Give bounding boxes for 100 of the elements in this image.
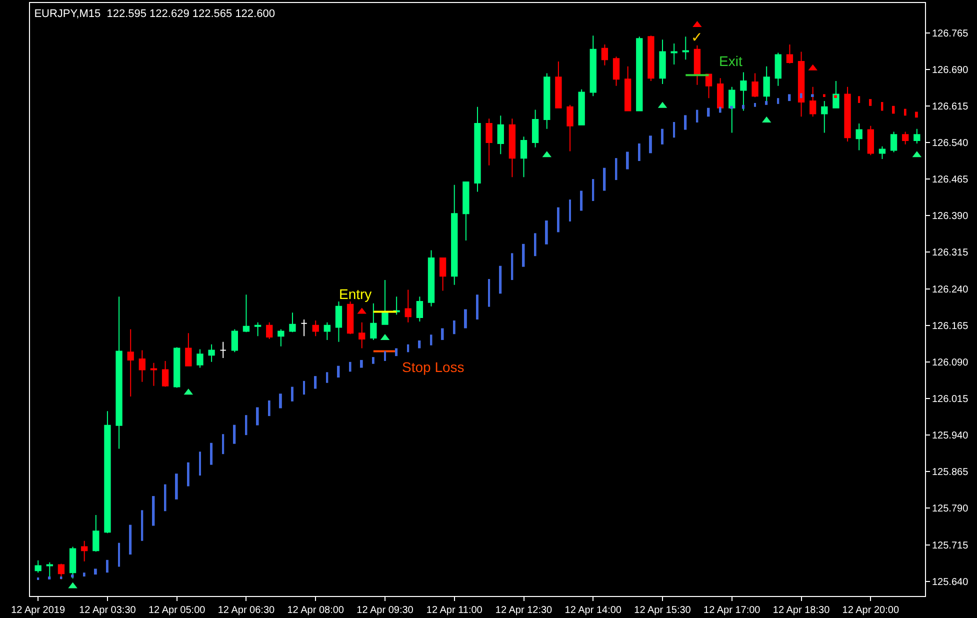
candlestick <box>370 302 377 340</box>
bar <box>164 484 166 512</box>
candlestick <box>220 341 226 359</box>
candlestick <box>231 328 238 353</box>
candlestick <box>670 42 678 65</box>
candlestick <box>867 125 874 156</box>
bar <box>245 415 248 436</box>
x-tick-label: 12 Apr 17:00 <box>704 605 761 616</box>
y-tick-label: 126.390 <box>932 211 969 222</box>
bar <box>649 136 652 154</box>
y-tick-label: 126.615 <box>932 101 969 112</box>
candlestick <box>774 52 782 86</box>
annotation: Exit <box>719 53 742 69</box>
bar <box>256 407 259 426</box>
bar <box>684 115 687 130</box>
x-tick-label: 12 Apr 14:00 <box>564 605 622 616</box>
bar <box>360 360 363 368</box>
candlestick <box>890 131 898 153</box>
bar <box>603 168 606 191</box>
bar <box>569 200 571 222</box>
candlestick <box>150 362 158 386</box>
x-tick-label: 12 Apr 08:00 <box>287 605 344 616</box>
bar <box>881 102 884 111</box>
y-tick-label: 125.790 <box>932 504 969 515</box>
candlestick <box>439 258 446 292</box>
y-tick-label: 126.765 <box>932 28 969 40</box>
candlestick <box>844 86 851 142</box>
candlestick <box>601 44 608 66</box>
candlestick <box>624 66 632 112</box>
bar <box>118 542 120 567</box>
annotation: Stop Loss <box>402 359 464 375</box>
bar <box>94 568 97 575</box>
candlestick <box>208 344 215 362</box>
candlestick <box>138 350 146 382</box>
bar <box>303 380 306 395</box>
bar <box>811 94 814 97</box>
bar <box>696 110 698 122</box>
bar <box>673 122 676 138</box>
candlestick <box>242 294 250 333</box>
x-tick-label: 12 Apr 18:30 <box>772 605 830 616</box>
bar <box>592 179 594 201</box>
bar <box>279 394 282 408</box>
candlestick <box>81 540 88 562</box>
y-tick-label: 126.690 <box>932 64 969 76</box>
bar <box>222 434 224 454</box>
candlestick <box>740 72 747 112</box>
bar <box>210 442 213 465</box>
bar <box>48 576 51 580</box>
bar <box>384 351 386 361</box>
candlestick <box>636 36 643 112</box>
candlestick <box>612 56 620 86</box>
candlestick <box>520 136 528 178</box>
bar <box>349 362 352 372</box>
bar <box>199 452 201 476</box>
candlestick <box>752 72 758 98</box>
candlestick <box>810 86 816 118</box>
chart-title: EURJPY,M15 122.595 122.629 122.565 122.600 <box>34 8 275 20</box>
candlestick <box>914 128 920 144</box>
candlestick <box>590 35 596 97</box>
candlestick <box>92 514 100 552</box>
candlestick <box>856 122 862 151</box>
bar <box>129 524 132 555</box>
bar <box>488 279 490 307</box>
bar <box>730 106 733 109</box>
bar <box>499 266 502 294</box>
bar <box>707 108 710 117</box>
bar <box>557 207 560 232</box>
y-tick-label: 125.940 <box>932 430 969 442</box>
candlestick <box>34 560 42 574</box>
candlestick <box>682 36 689 60</box>
candlestick <box>821 100 828 134</box>
candlestick <box>335 300 342 342</box>
candlestick <box>346 300 354 335</box>
candlestick <box>127 328 134 398</box>
x-tick-label: 12 Apr 15:30 <box>634 605 692 616</box>
bar <box>800 93 802 98</box>
candlestick <box>497 115 504 155</box>
candlestick <box>104 410 111 534</box>
bar <box>580 190 583 211</box>
bar <box>291 386 294 402</box>
bar <box>869 99 872 106</box>
y-tick-label: 126.465 <box>932 174 969 186</box>
candlestick <box>196 348 204 368</box>
candlestick <box>462 181 470 241</box>
candlestick <box>69 546 76 579</box>
candlestick <box>832 80 840 108</box>
bar <box>106 560 108 573</box>
candlestick <box>486 118 492 166</box>
annotation: Entry <box>339 286 372 302</box>
bar <box>37 577 40 580</box>
candlestick <box>358 322 366 349</box>
bar <box>268 400 270 416</box>
candlestick <box>58 563 65 580</box>
x-tick-label: 12 Apr 09:30 <box>356 605 414 616</box>
candlestick <box>404 289 412 323</box>
candlestick <box>728 86 736 134</box>
candlestick <box>254 322 262 337</box>
candlestick <box>300 318 308 337</box>
x-tick-label: 12 Apr 06:30 <box>218 605 276 616</box>
y-tick-label: 126.540 <box>932 138 969 149</box>
